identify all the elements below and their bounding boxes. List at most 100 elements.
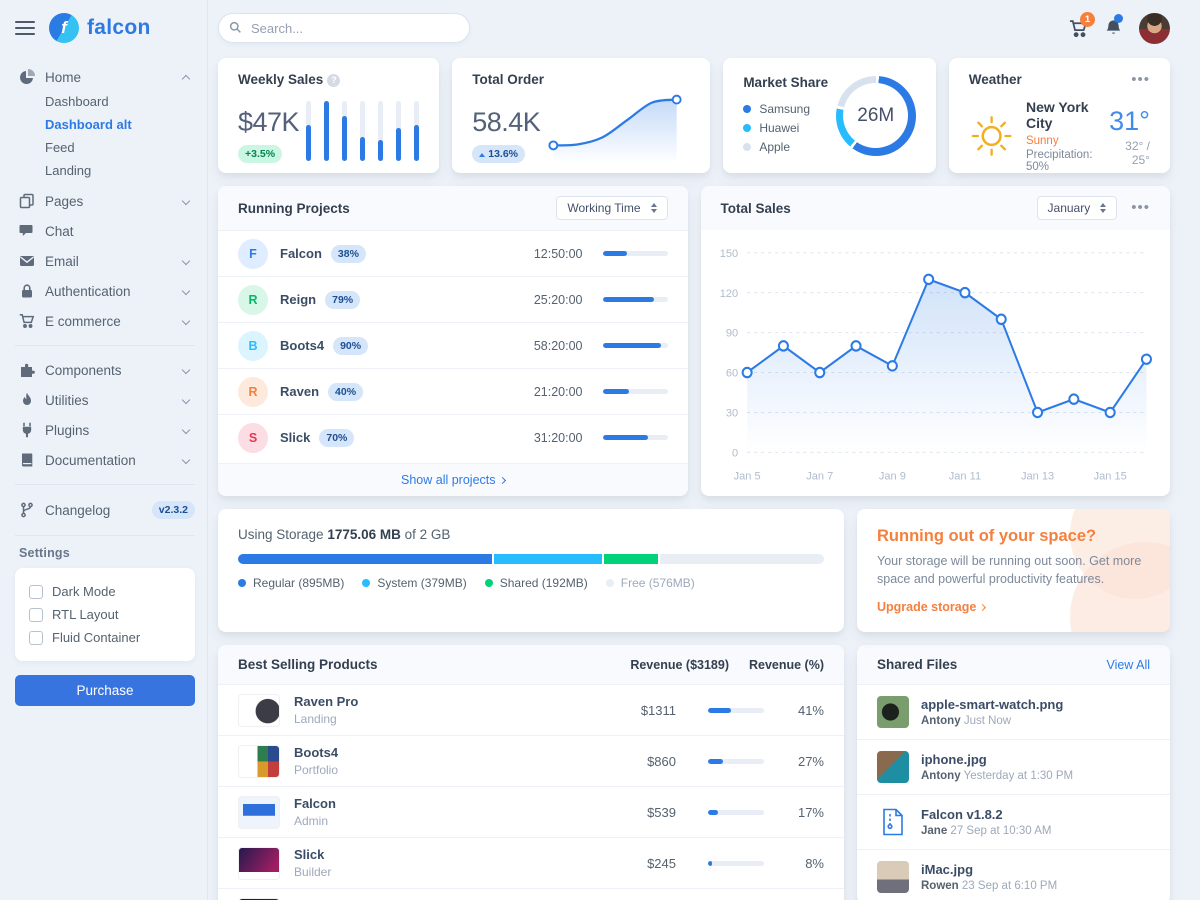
search-box: [218, 13, 470, 43]
sidebar-item-authentication[interactable]: Authentication: [15, 276, 199, 306]
sidebar-item-plugins[interactable]: Plugins: [15, 415, 199, 445]
list-item: Falcon v1.8.2 Jane 27 Sep at 10:30 AM: [857, 794, 1170, 849]
product-thumbnail[interactable]: [238, 846, 280, 880]
month-select[interactable]: January: [1036, 196, 1118, 220]
code-branch-icon: [19, 502, 35, 518]
svg-text:0: 0: [731, 447, 737, 459]
project-avatar: B: [238, 330, 268, 361]
purchase-button[interactable]: Purchase: [15, 675, 195, 706]
fluid-container-toggle[interactable]: Fluid Container: [29, 626, 181, 649]
sidebar-item-ecommerce[interactable]: E commerce: [15, 306, 199, 336]
project-name-link[interactable]: Falcon: [280, 246, 322, 261]
chevron-down-icon: [181, 286, 191, 296]
brand-logo[interactable]: f falcon: [49, 13, 151, 43]
sidebar-item-landing[interactable]: Landing: [45, 163, 92, 178]
sidebar-item-home[interactable]: Home: [15, 62, 199, 92]
table-row-partial: [218, 888, 844, 900]
product-thumbnail[interactable]: [238, 693, 280, 727]
search-input[interactable]: [218, 13, 470, 43]
file-thumbnail[interactable]: [877, 751, 909, 783]
help-icon[interactable]: ?: [327, 73, 341, 87]
sidebar-item-documentation[interactable]: Documentation: [15, 445, 199, 475]
cart-button[interactable]: 1: [1069, 11, 1095, 38]
weather-condition: Sunny: [1025, 135, 1059, 147]
project-name-link[interactable]: Slick: [280, 430, 311, 445]
storage-card: Using Storage 1775.06 MB of 2 GB Regular…: [218, 509, 844, 632]
file-meta: Antony Just Now: [921, 715, 1012, 727]
project-name-link[interactable]: Raven: [280, 384, 320, 399]
sidebar-item-dashboard[interactable]: Dashboard: [45, 94, 109, 109]
main-content: 1 Weekly Sales? $47K +3.5%: [208, 0, 1200, 900]
notifications-button[interactable]: [1104, 13, 1123, 38]
file-thumbnail[interactable]: [877, 861, 909, 893]
checkbox-icon[interactable]: [29, 584, 43, 599]
revenue-progress-bar: [708, 860, 764, 866]
legend-dot: [743, 105, 752, 113]
product-name-link[interactable]: Boots4: [294, 745, 339, 760]
user-avatar[interactable]: [1139, 12, 1170, 44]
file-name-link[interactable]: apple-smart-watch.png: [921, 697, 1064, 712]
product-name-link[interactable]: Slick: [294, 847, 325, 862]
product-category: Portfolio: [294, 763, 339, 777]
menu-toggle-icon[interactable]: [15, 21, 35, 35]
dark-mode-toggle[interactable]: Dark Mode: [29, 580, 181, 603]
chevron-down-icon: [181, 316, 191, 326]
project-name-link[interactable]: Reign: [280, 292, 317, 307]
total-order-line-chart: [540, 89, 690, 163]
show-all-projects-link[interactable]: Show all projects: [218, 463, 688, 496]
card-menu-button[interactable]: •••: [1131, 199, 1150, 216]
shared-files-card: Shared Files View All apple-smart-watch.…: [857, 645, 1170, 900]
fire-icon: [19, 392, 35, 408]
weather-city: New York City: [1025, 99, 1089, 131]
product-name-link[interactable]: Raven Pro: [294, 694, 359, 709]
sidebar-item-feed[interactable]: Feed: [45, 140, 75, 155]
working-time-select[interactable]: Working Time: [556, 196, 668, 220]
product-revenue: $860: [647, 753, 676, 769]
file-name-link[interactable]: Falcon v1.8.2: [921, 807, 1003, 822]
sidebar-item-chat[interactable]: Chat: [15, 216, 199, 246]
falcon-logo-icon: f: [49, 13, 79, 43]
product-thumbnail[interactable]: [238, 795, 280, 829]
progress-badge: 90%: [333, 336, 369, 355]
sidebar-item-pages[interactable]: Pages: [15, 186, 199, 216]
legend-dot: [743, 143, 752, 151]
option-label: Fluid Container: [52, 630, 141, 645]
project-row: S Slick 70% 31:20:00: [218, 414, 688, 460]
file-archive-icon[interactable]: [877, 806, 909, 838]
sidebar-item-utilities[interactable]: Utilities: [15, 385, 199, 415]
rtl-layout-toggle[interactable]: RTL Layout: [29, 603, 181, 626]
card-title: Shared Files: [877, 657, 958, 672]
chevron-down-icon: [181, 425, 191, 435]
file-name-link[interactable]: iphone.jpg: [921, 752, 987, 767]
growth-badge: +3.5%: [238, 145, 283, 163]
product-name-link[interactable]: Falcon: [294, 796, 336, 811]
card-title: Weekly Sales?: [238, 72, 419, 87]
file-name-link[interactable]: iMac.jpg: [921, 862, 974, 877]
space-title: Running out of your space?: [877, 527, 1097, 545]
envelope-icon: [19, 253, 35, 269]
card-title: Running Projects: [238, 200, 350, 216]
product-thumbnail[interactable]: [238, 744, 280, 778]
upgrade-storage-link[interactable]: Upgrade storage: [877, 600, 987, 614]
sidebar-item-dashboard-alt[interactable]: Dashboard alt: [45, 117, 132, 132]
file-thumbnail[interactable]: [877, 696, 909, 728]
total-sales-card: Total Sales January ••• 0 30 60 90 120 150 Jan…: [700, 186, 1171, 496]
total-sales-line-chart: 0 30 60 90 120 150 Jan 5 Jan 7 Jan 9 Jan 11 Jan 13…: [701, 230, 1171, 496]
storage-progress-bar: [238, 554, 824, 564]
sidebar-item-email[interactable]: Email: [15, 246, 199, 276]
project-time: 12:50:00: [533, 246, 583, 261]
card-menu-button[interactable]: •••: [1131, 70, 1150, 88]
view-all-link[interactable]: View All: [1106, 657, 1150, 672]
project-name-link[interactable]: Boots4: [280, 338, 325, 353]
total-order-card: Total Order 58.4K 13.6%: [452, 58, 711, 173]
caret-up-icon: [479, 153, 486, 157]
legend-item: Free (576MB): [605, 576, 695, 590]
checkbox-icon[interactable]: [29, 607, 43, 622]
card-title: Weather: [968, 72, 1022, 87]
notification-dot: [1114, 13, 1123, 23]
cart-count-badge: 1: [1080, 11, 1095, 27]
sidebar-item-components[interactable]: Components: [15, 355, 199, 385]
checkbox-icon[interactable]: [29, 630, 43, 645]
sidebar-item-changelog[interactable]: Changelog v2.3.2: [15, 494, 199, 526]
sidebar-item-label: Plugins: [45, 422, 90, 438]
